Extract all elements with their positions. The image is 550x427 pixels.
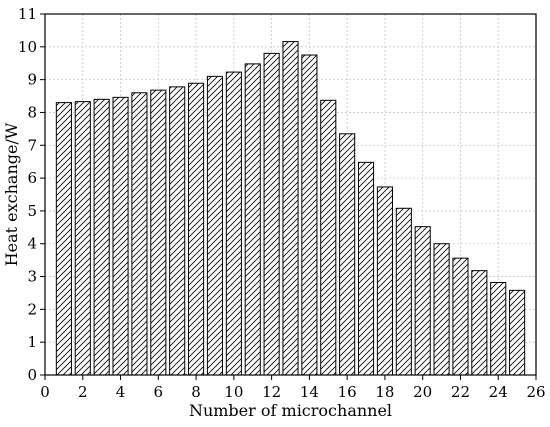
y-tick-label: 8 xyxy=(27,103,37,121)
bar xyxy=(131,92,148,376)
bar xyxy=(169,86,186,376)
bar xyxy=(112,96,129,376)
y-tick-label: 5 xyxy=(27,202,37,220)
y-tick-label: 6 xyxy=(27,169,37,187)
bar xyxy=(282,41,299,376)
plot-frame xyxy=(44,13,537,376)
bar xyxy=(471,270,488,376)
x-tick-label: 0 xyxy=(40,383,50,401)
bar xyxy=(509,289,526,376)
bar xyxy=(188,82,205,376)
bar xyxy=(433,243,450,376)
bar xyxy=(206,75,224,376)
x-tick-label: 12 xyxy=(262,383,281,401)
y-tick-label: 2 xyxy=(27,300,37,318)
bar xyxy=(339,133,356,376)
x-tick-label: 26 xyxy=(526,383,545,401)
bar xyxy=(150,89,167,376)
x-tick-label: 20 xyxy=(413,383,432,401)
bar xyxy=(301,54,318,376)
x-tick-label: 14 xyxy=(300,383,319,401)
x-tick-label: 2 xyxy=(78,383,88,401)
bar xyxy=(414,226,431,376)
y-tick-label: 3 xyxy=(27,268,37,286)
y-tick-label: 4 xyxy=(27,235,37,253)
y-tick-label: 0 xyxy=(27,366,37,384)
bar xyxy=(395,207,412,376)
bar xyxy=(357,161,375,376)
bar xyxy=(55,102,72,376)
x-tick-label: 10 xyxy=(224,383,243,401)
x-tick-label: 18 xyxy=(375,383,394,401)
bar xyxy=(376,186,393,376)
y-axis-title: Heat exchange/W xyxy=(2,122,21,266)
bar xyxy=(320,99,337,376)
y-tick-label: 9 xyxy=(27,71,37,89)
x-tick-label: 4 xyxy=(116,383,126,401)
bar xyxy=(244,63,261,376)
bars xyxy=(55,41,526,376)
bar xyxy=(93,98,110,376)
y-tick-label: 1 xyxy=(27,333,37,351)
bar xyxy=(263,52,280,376)
bar xyxy=(490,281,507,376)
y-tick-label: 10 xyxy=(18,38,37,56)
x-tick-label: 22 xyxy=(451,383,470,401)
x-tick-label: 8 xyxy=(191,383,201,401)
x-tick-label: 6 xyxy=(154,383,164,401)
bar xyxy=(225,71,242,376)
y-tick-label: 7 xyxy=(27,136,37,154)
y-tick-label: 11 xyxy=(18,5,37,23)
x-tick-label: 16 xyxy=(338,383,357,401)
x-tick-label: 24 xyxy=(489,383,508,401)
bar xyxy=(74,101,91,376)
bar xyxy=(452,257,469,376)
x-axis-title: Number of microchannel xyxy=(189,401,392,420)
